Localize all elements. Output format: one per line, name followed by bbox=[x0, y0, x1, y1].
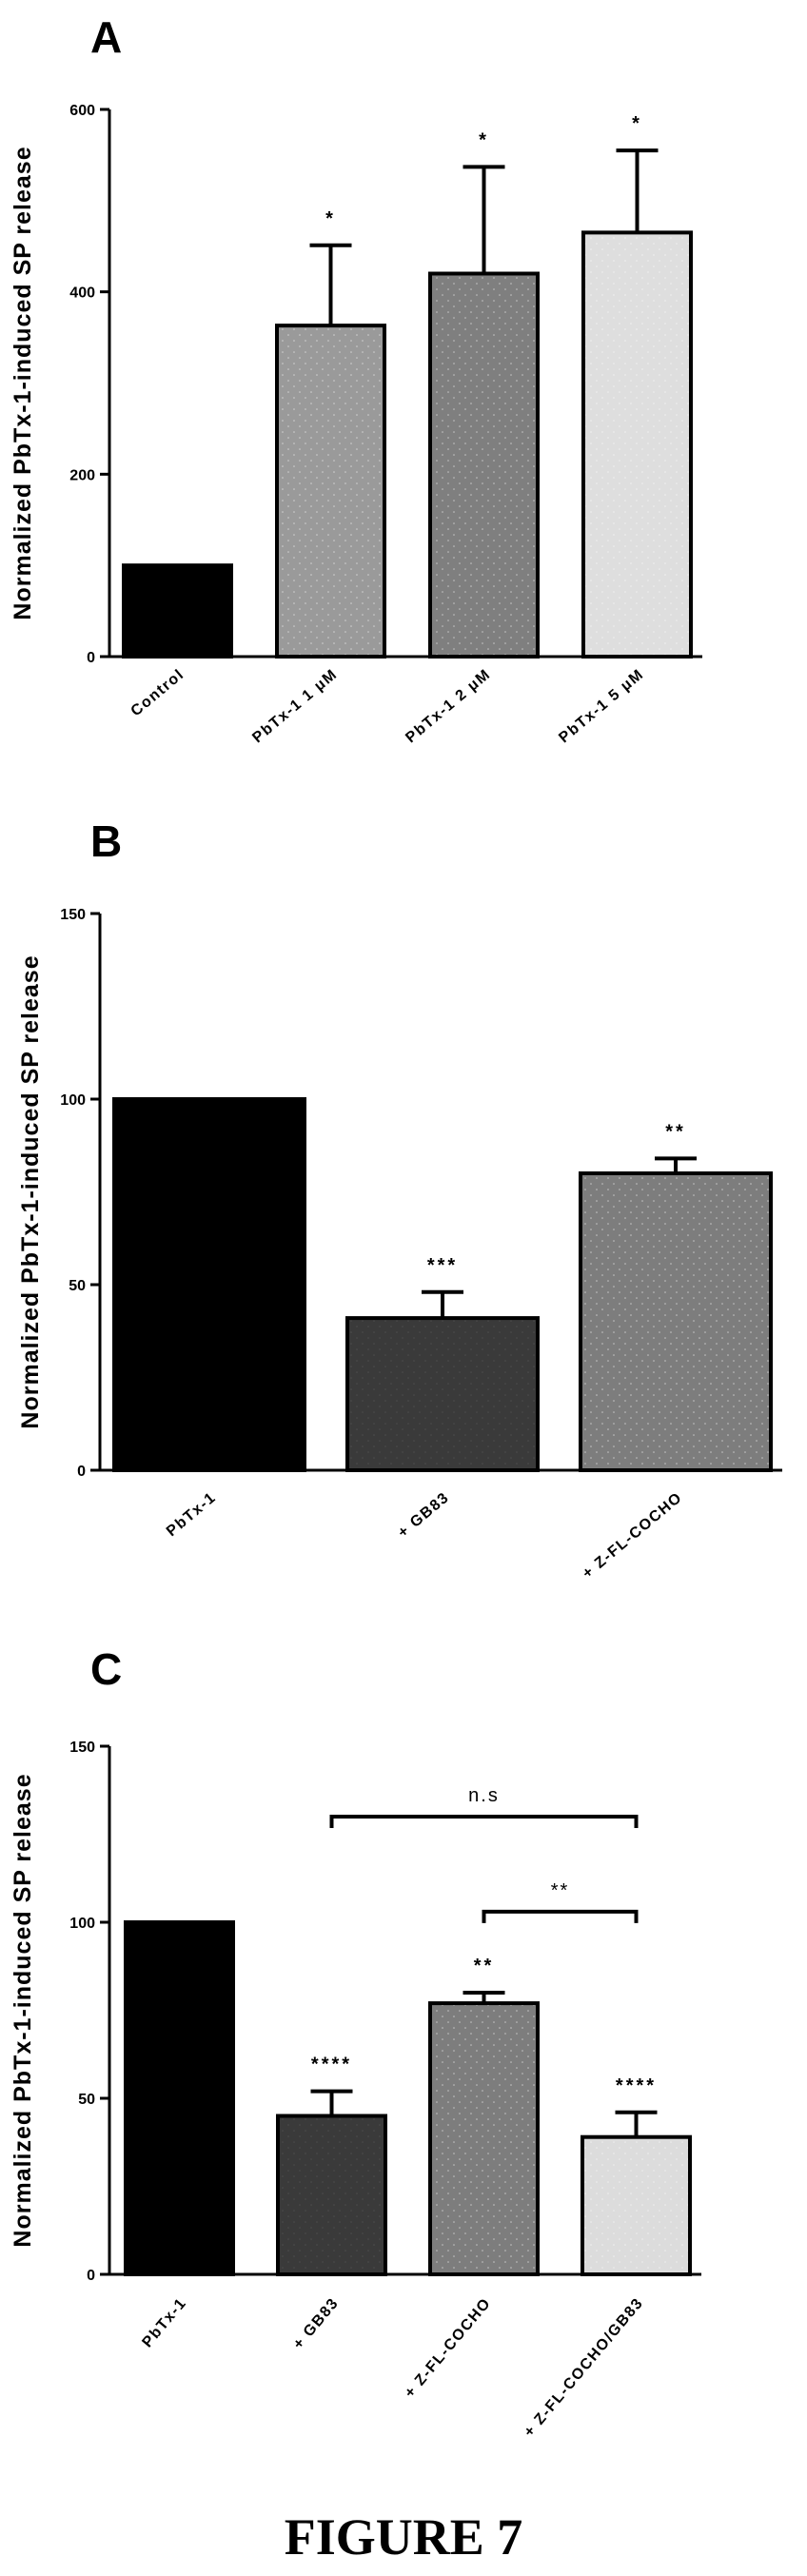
y-axis-label: Normalized PbTx-1-induced SP release bbox=[10, 1773, 36, 2247]
panel-c: C Normalized PbTx-1-induced SP release 0 50… bbox=[0, 1642, 807, 2450]
y-tick-label: 600 bbox=[69, 103, 95, 119]
panel-letter: A bbox=[90, 12, 122, 62]
comparison-bracket bbox=[329, 1815, 639, 1828]
category-label: PbTx-1 bbox=[139, 2295, 189, 2351]
y-tick-label: 200 bbox=[69, 467, 95, 483]
y-tick-label: 400 bbox=[69, 285, 95, 302]
bar bbox=[345, 1316, 540, 1472]
category-label: + GB83 bbox=[290, 2295, 343, 2352]
panel-b: B Normalized PbTx-1-induced SP release 0 50… bbox=[0, 809, 807, 1608]
y-axis-label: Normalized PbTx-1-induced SP release bbox=[17, 954, 44, 1428]
bar bbox=[112, 1097, 306, 1472]
chart-c: C Normalized PbTx-1-induced SP release 0 50… bbox=[10, 1644, 701, 2441]
category-label: PbTx-1 bbox=[164, 1489, 220, 1540]
category-label: + Z-FL-COCHO/GB83 bbox=[522, 2295, 647, 2441]
significance-label: **** bbox=[311, 2055, 352, 2075]
category-label: PbTx-1 1 μM bbox=[249, 666, 341, 746]
y-tick-label: 50 bbox=[69, 1278, 86, 1294]
figure-caption: FIGURE 7 bbox=[284, 2508, 523, 2566]
significance-label: * bbox=[479, 129, 489, 150]
significance-label: *** bbox=[427, 1255, 458, 1276]
y-tick-label: 0 bbox=[87, 2268, 95, 2284]
bar bbox=[275, 324, 386, 659]
category-label: PbTx-1 5 μM bbox=[556, 666, 647, 746]
significance-label: **** bbox=[616, 2075, 657, 2096]
bar bbox=[124, 1920, 235, 2276]
y-tick-label: 0 bbox=[87, 650, 95, 666]
chart-b: B Normalized PbTx-1-induced SP release 0 50… bbox=[17, 816, 782, 1582]
bar bbox=[428, 271, 540, 659]
category-label: + GB83 bbox=[395, 1489, 452, 1542]
bracket-label: ** bbox=[551, 1880, 570, 1901]
y-tick-label: 150 bbox=[69, 1740, 95, 1756]
y-tick-label: 0 bbox=[77, 1464, 86, 1480]
bar bbox=[122, 563, 233, 659]
y-tick-label: 100 bbox=[69, 1916, 95, 1932]
significance-label: * bbox=[325, 208, 336, 229]
bar bbox=[581, 230, 693, 659]
category-label: + Z-FL-COCHO bbox=[402, 2295, 494, 2402]
category-label: + Z-FL-COCHO bbox=[580, 1489, 686, 1582]
comparison-bracket bbox=[482, 1909, 639, 1923]
significance-label: ** bbox=[665, 1121, 686, 1142]
bar bbox=[581, 2134, 692, 2277]
panel-letter: B bbox=[90, 816, 122, 866]
y-axis-label: Normalized PbTx-1-induced SP release bbox=[10, 146, 36, 619]
panel-a: A Normalized PbTx-1-induced SP release 0 20… bbox=[0, 0, 807, 761]
chart-a: A Normalized PbTx-1-induced SP release 0 20… bbox=[10, 12, 702, 746]
significance-label: ** bbox=[474, 1956, 495, 1976]
bar bbox=[276, 2114, 387, 2276]
significance-label: * bbox=[632, 113, 642, 134]
y-tick-label: 100 bbox=[60, 1092, 86, 1109]
bar bbox=[428, 2001, 540, 2276]
y-tick-label: 150 bbox=[60, 907, 86, 923]
panel-letter: C bbox=[90, 1644, 122, 1694]
bar bbox=[579, 1171, 773, 1472]
category-label: Control bbox=[128, 666, 188, 719]
bracket-label: n.s bbox=[468, 1785, 500, 1806]
category-label: PbTx-1 2 μM bbox=[403, 666, 494, 746]
y-tick-label: 50 bbox=[78, 2092, 95, 2108]
